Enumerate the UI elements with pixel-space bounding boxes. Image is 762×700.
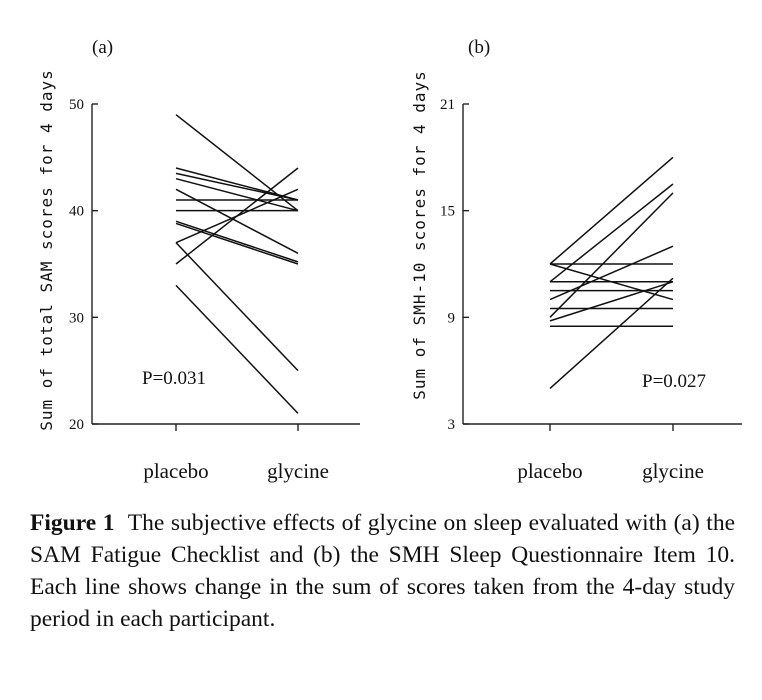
panel-a-y-tick-label: 30 (69, 310, 84, 326)
panel-b-participant-line (549, 245, 674, 301)
panel-a-category-placebo: placebo (143, 459, 208, 483)
panel-b-y-tick-label: 21 (440, 97, 455, 113)
panel-b-axes: 3 9 15 21 (440, 97, 742, 433)
panel-a-participant-line (175, 177, 299, 212)
panel-a-y-axis-label: Sum of total SAM scores for 4 days (37, 69, 56, 431)
panel-b-category-glycine: glycine (642, 459, 704, 483)
panel-b-participant-line (549, 156, 674, 265)
panel-b-label: (b) (468, 37, 490, 58)
panel-a-participant-line (175, 284, 299, 414)
panel-b-participant-line (549, 277, 674, 390)
panel-a-participant-line (175, 167, 299, 265)
panel-b-category-placebo: placebo (517, 459, 582, 483)
panel-a-label: (a) (92, 37, 113, 58)
panel-b-participant-line (549, 183, 674, 283)
panel-b-y-tick-label: 15 (440, 204, 455, 220)
panel-a-axes: 20 30 40 50 (69, 97, 360, 433)
panel-a-y-tick-label: 20 (69, 417, 84, 433)
panel-b: (b) Sum of SMH-10 scores for 4 days 3 9 15… (410, 37, 742, 483)
figure: (a) Sum of total SAM scores for 4 days 2… (37, 37, 742, 483)
panel-a-series-lines (175, 114, 299, 414)
panel-a-y-tick-label: 50 (69, 97, 84, 113)
panel-b-y-axis-label: Sum of SMH-10 scores for 4 days (410, 70, 429, 400)
panel-a-category-glycine: glycine (267, 459, 329, 483)
panel-a-participant-line (175, 220, 299, 263)
panel-a-p-value: P=0.031 (142, 368, 206, 389)
panel-b-participant-line (549, 192, 674, 318)
panel-b-y-tick-label: 3 (448, 417, 456, 433)
caption-label: Figure 1 (30, 510, 115, 536)
panel-a-participant-line (175, 167, 299, 201)
panel-a-y-tick-label: 40 (69, 204, 84, 220)
panel-a-participant-line (175, 222, 299, 265)
panel-b-participant-line (549, 281, 674, 322)
panel-b-series-lines (549, 156, 674, 390)
panel-b-p-value: P=0.027 (642, 371, 706, 392)
panel-a: (a) Sum of total SAM scores for 4 days 2… (37, 37, 360, 483)
panel-a-participant-line (175, 172, 299, 201)
panel-b-y-tick-label: 9 (448, 310, 456, 326)
caption-text: The subjective effects of glycine on sle… (30, 510, 736, 632)
panel-a-participant-line (175, 242, 299, 372)
figure-caption: Figure 1 The subjective effects of glyci… (30, 507, 735, 635)
